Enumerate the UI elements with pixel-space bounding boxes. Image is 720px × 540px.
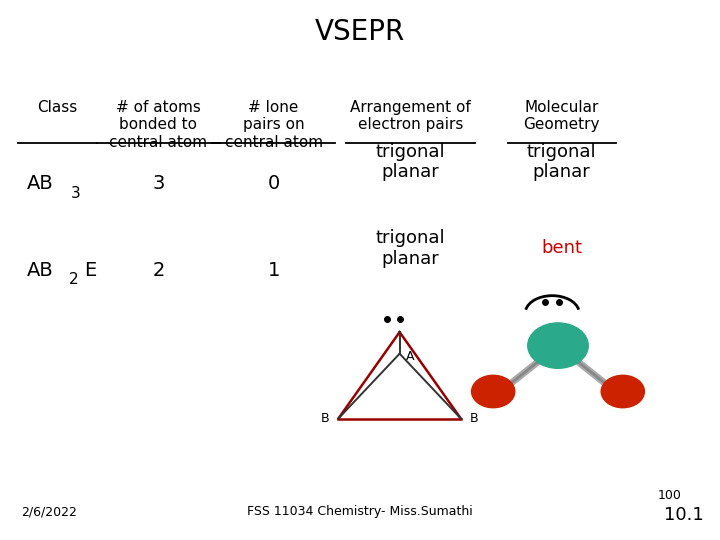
Text: 2/6/2022: 2/6/2022: [22, 505, 78, 518]
Text: 0: 0: [267, 174, 280, 193]
Text: 10.1: 10.1: [664, 506, 704, 524]
Text: 2: 2: [68, 272, 78, 287]
Text: VSEPR: VSEPR: [315, 18, 405, 46]
Text: 3: 3: [152, 174, 165, 193]
Text: B: B: [469, 412, 478, 425]
Text: AB: AB: [27, 260, 54, 280]
Text: trigonal
planar: trigonal planar: [527, 143, 596, 181]
Text: Arrangement of
electron pairs: Arrangement of electron pairs: [350, 100, 471, 132]
Text: FSS 11034 Chemistry- Miss.Sumathi: FSS 11034 Chemistry- Miss.Sumathi: [247, 505, 473, 518]
Text: A: A: [406, 350, 415, 363]
Text: trigonal
planar: trigonal planar: [376, 229, 445, 268]
Text: 2: 2: [152, 260, 165, 280]
Text: 3: 3: [71, 186, 81, 201]
Text: bent: bent: [541, 239, 582, 258]
Text: # lone
pairs on
central atom: # lone pairs on central atom: [225, 100, 323, 150]
Text: 1: 1: [267, 260, 280, 280]
Text: Molecular
Geometry: Molecular Geometry: [523, 100, 600, 132]
Circle shape: [601, 375, 644, 408]
Text: E: E: [84, 260, 96, 280]
Text: Class: Class: [37, 100, 78, 115]
Text: trigonal
planar: trigonal planar: [376, 143, 445, 181]
Text: AB: AB: [27, 174, 54, 193]
Text: # of atoms
bonded to
central atom: # of atoms bonded to central atom: [109, 100, 207, 150]
Circle shape: [472, 375, 515, 408]
Circle shape: [528, 323, 588, 368]
Text: 100: 100: [657, 489, 682, 502]
Text: B: B: [321, 412, 330, 425]
